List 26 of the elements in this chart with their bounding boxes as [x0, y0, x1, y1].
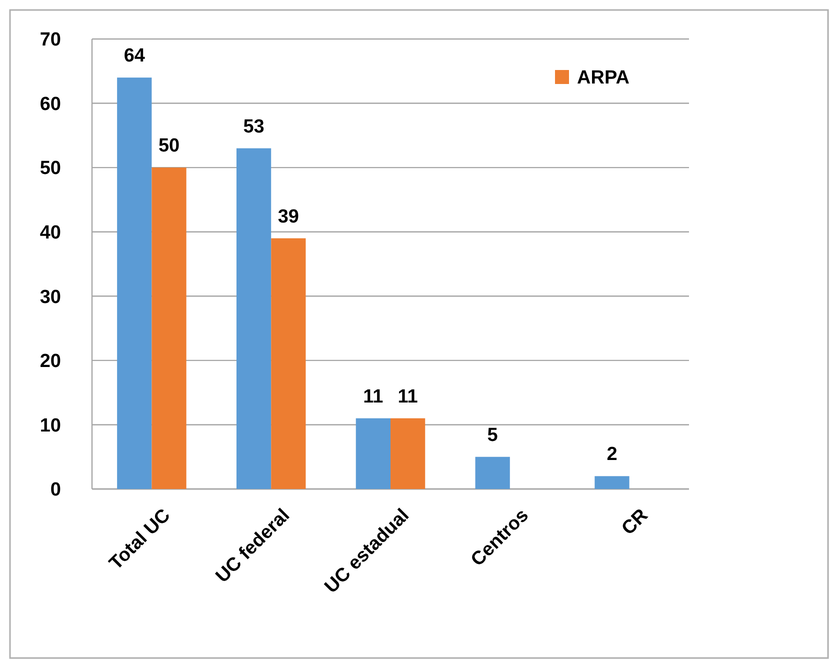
data-label: 50	[158, 136, 180, 157]
data-label: 11	[398, 386, 418, 408]
data-label: 53	[243, 116, 264, 138]
bar	[390, 418, 426, 489]
y-tick-label: 30	[40, 286, 61, 308]
data-label: 2	[606, 444, 618, 466]
bar	[356, 418, 390, 489]
bar	[152, 168, 186, 489]
y-tick-label: 50	[40, 158, 61, 180]
y-tick-label: 0	[50, 480, 61, 501]
bar	[475, 456, 510, 489]
data-label: 64	[124, 46, 146, 67]
y-tick-label: 40	[40, 222, 61, 244]
data-label: 5	[487, 424, 498, 446]
data-label: 39	[278, 206, 299, 228]
bar	[236, 148, 272, 489]
y-tick-label: 20	[40, 351, 61, 372]
bar	[117, 78, 152, 489]
bar	[594, 476, 630, 489]
y-tick-label: 60	[40, 94, 61, 115]
bar	[271, 238, 306, 489]
x-tick-label: CR	[618, 504, 652, 540]
y-tick-label: 70	[40, 30, 61, 51]
legend-label: ARPA	[577, 68, 630, 89]
y-tick-label: 10	[40, 415, 61, 436]
data-label: 11	[363, 386, 384, 408]
